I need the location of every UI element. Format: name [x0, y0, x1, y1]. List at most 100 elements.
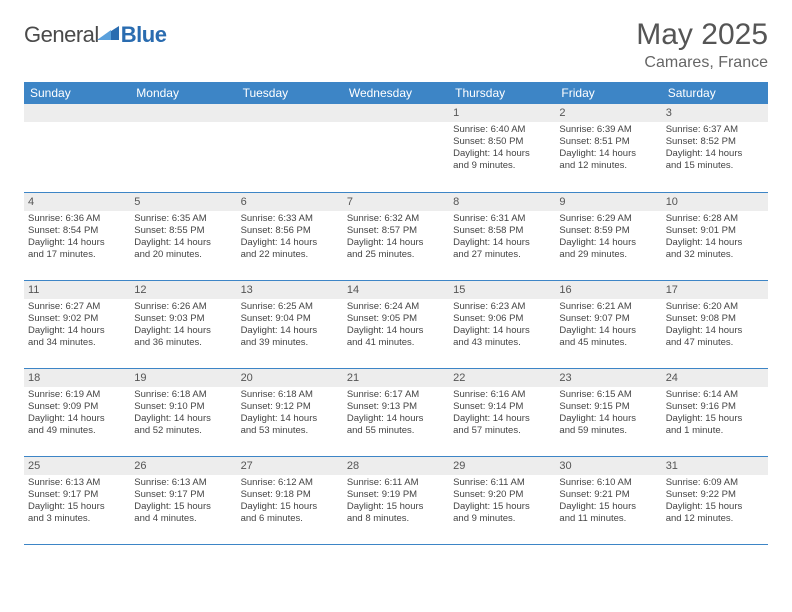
sunset-text: Sunset: 9:10 PM: [134, 401, 232, 413]
sunrise-text: Sunrise: 6:32 AM: [347, 213, 445, 225]
day-number: 7: [343, 193, 449, 211]
day-number: [24, 104, 130, 122]
weekday-header: Sunday: [24, 82, 130, 104]
day-body: Sunrise: 6:32 AMSunset: 8:57 PMDaylight:…: [343, 211, 449, 265]
daylight-text-2: and 27 minutes.: [453, 249, 551, 261]
day-body: Sunrise: 6:36 AMSunset: 8:54 PMDaylight:…: [24, 211, 130, 265]
logo: General Blue: [24, 22, 166, 48]
sunset-text: Sunset: 9:05 PM: [347, 313, 445, 325]
sunrise-text: Sunrise: 6:29 AM: [559, 213, 657, 225]
day-number: 4: [24, 193, 130, 211]
calendar-day-cell: [130, 104, 236, 192]
day-body: [24, 122, 130, 182]
daylight-text-1: Daylight: 14 hours: [559, 148, 657, 160]
daylight-text-1: Daylight: 14 hours: [241, 325, 339, 337]
daylight-text-1: Daylight: 14 hours: [453, 413, 551, 425]
day-number: 6: [237, 193, 343, 211]
daylight-text-1: Daylight: 14 hours: [347, 325, 445, 337]
calendar-day-cell: 26Sunrise: 6:13 AMSunset: 9:17 PMDayligh…: [130, 456, 236, 544]
day-number: 1: [449, 104, 555, 122]
daylight-text-2: and 17 minutes.: [28, 249, 126, 261]
calendar-day-cell: 3Sunrise: 6:37 AMSunset: 8:52 PMDaylight…: [662, 104, 768, 192]
day-body: Sunrise: 6:11 AMSunset: 9:19 PMDaylight:…: [343, 475, 449, 529]
daylight-text-2: and 47 minutes.: [666, 337, 764, 349]
sunset-text: Sunset: 8:56 PM: [241, 225, 339, 237]
calendar-week-row: 1Sunrise: 6:40 AMSunset: 8:50 PMDaylight…: [24, 104, 768, 192]
calendar-day-cell: 24Sunrise: 6:14 AMSunset: 9:16 PMDayligh…: [662, 368, 768, 456]
day-body: Sunrise: 6:20 AMSunset: 9:08 PMDaylight:…: [662, 299, 768, 353]
daylight-text-1: Daylight: 14 hours: [559, 413, 657, 425]
daylight-text-2: and 59 minutes.: [559, 425, 657, 437]
calendar-day-cell: 15Sunrise: 6:23 AMSunset: 9:06 PMDayligh…: [449, 280, 555, 368]
weekday-header: Saturday: [662, 82, 768, 104]
daylight-text-2: and 43 minutes.: [453, 337, 551, 349]
sunset-text: Sunset: 9:17 PM: [28, 489, 126, 501]
weekday-header: Friday: [555, 82, 661, 104]
day-body: Sunrise: 6:16 AMSunset: 9:14 PMDaylight:…: [449, 387, 555, 441]
logo-text-general: General: [24, 22, 99, 48]
day-body: Sunrise: 6:17 AMSunset: 9:13 PMDaylight:…: [343, 387, 449, 441]
sunrise-text: Sunrise: 6:18 AM: [241, 389, 339, 401]
daylight-text-1: Daylight: 14 hours: [241, 237, 339, 249]
daylight-text-2: and 1 minute.: [666, 425, 764, 437]
sunset-text: Sunset: 9:18 PM: [241, 489, 339, 501]
sunset-text: Sunset: 9:02 PM: [28, 313, 126, 325]
daylight-text-2: and 53 minutes.: [241, 425, 339, 437]
daylight-text-1: Daylight: 14 hours: [28, 413, 126, 425]
sunrise-text: Sunrise: 6:15 AM: [559, 389, 657, 401]
calendar-day-cell: 11Sunrise: 6:27 AMSunset: 9:02 PMDayligh…: [24, 280, 130, 368]
day-number: [237, 104, 343, 122]
day-body: Sunrise: 6:27 AMSunset: 9:02 PMDaylight:…: [24, 299, 130, 353]
location-text: Camares, France: [636, 54, 768, 72]
sunrise-text: Sunrise: 6:09 AM: [666, 477, 764, 489]
day-body: Sunrise: 6:18 AMSunset: 9:10 PMDaylight:…: [130, 387, 236, 441]
daylight-text-2: and 12 minutes.: [666, 513, 764, 525]
sunset-text: Sunset: 8:50 PM: [453, 136, 551, 148]
day-body: Sunrise: 6:12 AMSunset: 9:18 PMDaylight:…: [237, 475, 343, 529]
daylight-text-1: Daylight: 15 hours: [559, 501, 657, 513]
daylight-text-1: Daylight: 14 hours: [559, 325, 657, 337]
sunrise-text: Sunrise: 6:21 AM: [559, 301, 657, 313]
sunset-text: Sunset: 9:20 PM: [453, 489, 551, 501]
daylight-text-2: and 25 minutes.: [347, 249, 445, 261]
weekday-header: Monday: [130, 82, 236, 104]
daylight-text-1: Daylight: 15 hours: [666, 501, 764, 513]
sunset-text: Sunset: 9:13 PM: [347, 401, 445, 413]
sunset-text: Sunset: 9:16 PM: [666, 401, 764, 413]
day-number: [130, 104, 236, 122]
sunrise-text: Sunrise: 6:13 AM: [134, 477, 232, 489]
daylight-text-2: and 3 minutes.: [28, 513, 126, 525]
day-number: 17: [662, 281, 768, 299]
sunset-text: Sunset: 9:22 PM: [666, 489, 764, 501]
sunset-text: Sunset: 9:04 PM: [241, 313, 339, 325]
calendar-week-row: 4Sunrise: 6:36 AMSunset: 8:54 PMDaylight…: [24, 192, 768, 280]
daylight-text-1: Daylight: 14 hours: [241, 413, 339, 425]
sunset-text: Sunset: 9:17 PM: [134, 489, 232, 501]
sunrise-text: Sunrise: 6:24 AM: [347, 301, 445, 313]
daylight-text-1: Daylight: 14 hours: [28, 325, 126, 337]
sunrise-text: Sunrise: 6:17 AM: [347, 389, 445, 401]
calendar-day-cell: 8Sunrise: 6:31 AMSunset: 8:58 PMDaylight…: [449, 192, 555, 280]
daylight-text-2: and 39 minutes.: [241, 337, 339, 349]
daylight-text-1: Daylight: 14 hours: [453, 325, 551, 337]
calendar-day-cell: 6Sunrise: 6:33 AMSunset: 8:56 PMDaylight…: [237, 192, 343, 280]
daylight-text-2: and 4 minutes.: [134, 513, 232, 525]
day-body: Sunrise: 6:28 AMSunset: 9:01 PMDaylight:…: [662, 211, 768, 265]
calendar-day-cell: 2Sunrise: 6:39 AMSunset: 8:51 PMDaylight…: [555, 104, 661, 192]
calendar-page: General Blue May 2025 Camares, France Su…: [0, 0, 792, 545]
weekday-header-row: SundayMondayTuesdayWednesdayThursdayFrid…: [24, 82, 768, 104]
sunrise-text: Sunrise: 6:26 AM: [134, 301, 232, 313]
sunset-text: Sunset: 8:59 PM: [559, 225, 657, 237]
sunrise-text: Sunrise: 6:12 AM: [241, 477, 339, 489]
sunset-text: Sunset: 9:03 PM: [134, 313, 232, 325]
day-number: 15: [449, 281, 555, 299]
sunrise-text: Sunrise: 6:11 AM: [347, 477, 445, 489]
weekday-header: Thursday: [449, 82, 555, 104]
day-body: Sunrise: 6:35 AMSunset: 8:55 PMDaylight:…: [130, 211, 236, 265]
weekday-header: Tuesday: [237, 82, 343, 104]
daylight-text-2: and 6 minutes.: [241, 513, 339, 525]
daylight-text-1: Daylight: 14 hours: [134, 413, 232, 425]
daylight-text-2: and 15 minutes.: [666, 160, 764, 172]
sunset-text: Sunset: 8:51 PM: [559, 136, 657, 148]
sunset-text: Sunset: 8:54 PM: [28, 225, 126, 237]
